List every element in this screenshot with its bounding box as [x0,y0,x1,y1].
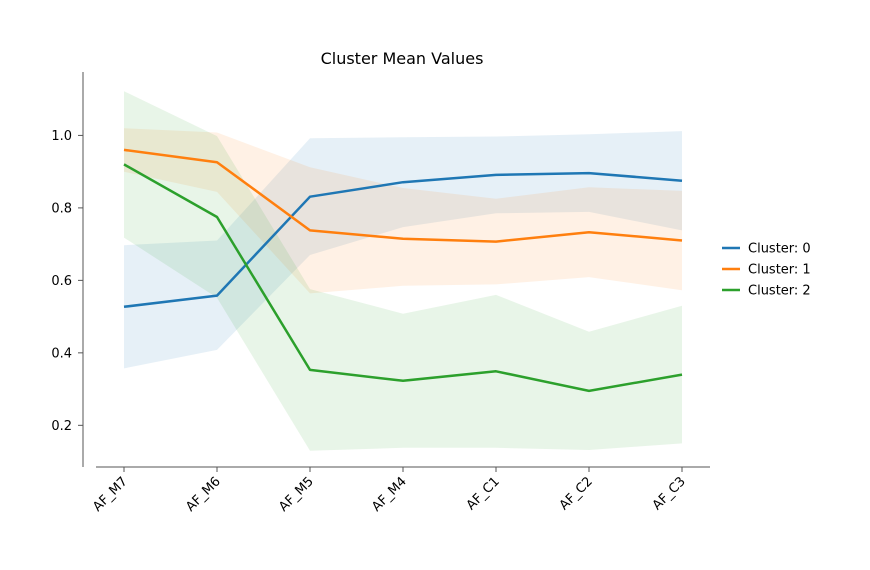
x-axis-ticks: AF_M7 AF_M6 AF_M5 AF_M4 AF_C1 AF_C2 AF_C3 [90,467,689,515]
x-tick-label: AF_M4 [369,474,410,515]
series-lines [123,148,683,393]
line-cluster-0 [123,171,683,309]
x-tick-label: AF_M5 [276,474,317,515]
x-tick-label: AF_C3 [650,474,689,513]
x-tick-label: AF_C2 [557,474,596,513]
y-tick-label: 1.0 [51,129,72,144]
y-tick-label: 0.2 [51,419,72,434]
confidence-bands [124,91,682,451]
legend: Cluster: 0 Cluster: 1 Cluster: 2 [722,242,811,299]
x-tick-label: AF_M6 [183,474,224,515]
x-tick-label: AF_C1 [464,474,503,513]
line-cluster-1 [123,148,683,243]
y-axis-ticks: 0.2 0.4 0.6 0.8 1.0 [51,129,83,434]
y-tick-label: 0.6 [51,274,72,289]
legend-label-cluster-1: Cluster: 1 [748,263,811,278]
x-tick-label: AF_M7 [90,474,131,515]
line-cluster-2 [123,163,683,393]
band-cluster-0 [124,131,682,369]
legend-label-cluster-2: Cluster: 2 [748,284,811,299]
y-tick-label: 0.4 [51,346,72,361]
band-cluster-1 [124,128,682,294]
band-cluster-2 [124,91,682,451]
y-tick-label: 0.8 [51,201,72,216]
chart-title: Cluster Mean Values [321,49,484,68]
legend-label-cluster-0: Cluster: 0 [748,242,811,257]
